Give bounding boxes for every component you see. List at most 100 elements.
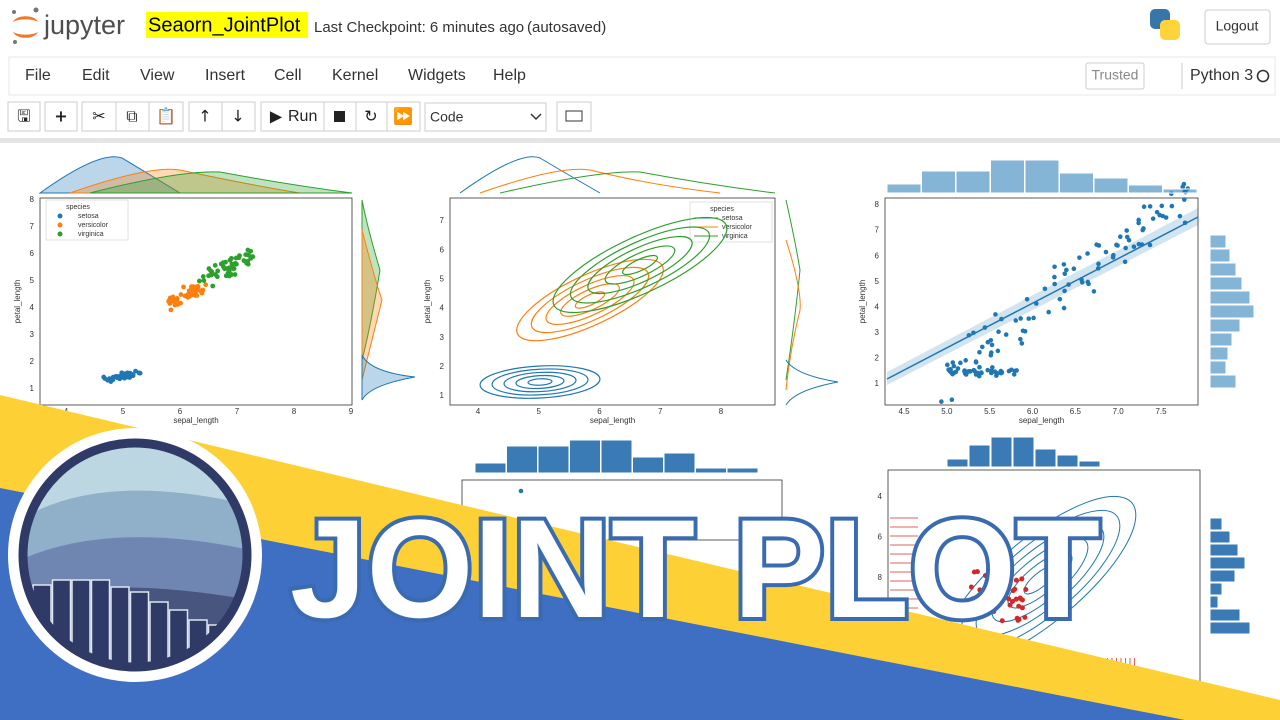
contour: [491, 368, 589, 396]
restart-icon: ↻: [364, 107, 377, 126]
scatter-dot: [1124, 228, 1130, 233]
up-button[interactable]: [188, 101, 223, 132]
scatter-dot: [227, 257, 233, 263]
scatter-dot: [1011, 372, 1017, 377]
scatter-dot: [1017, 595, 1023, 601]
hist-bar: [1056, 454, 1079, 468]
hist-bar: [1209, 517, 1223, 531]
scatter-dot: [175, 301, 181, 307]
logo-arc: [13, 16, 38, 22]
hist-bar: [1209, 582, 1223, 596]
menu-item[interactable]: Kernel: [332, 67, 378, 84]
scatter-dot: [1124, 234, 1130, 240]
scatter-dot: [958, 360, 963, 366]
hist-bar: [1012, 436, 1035, 468]
restart-run-button[interactable]: [386, 101, 421, 132]
hist-bar: [1209, 290, 1251, 305]
menu-item[interactable]: View: [140, 67, 175, 84]
x-tick-label: 5.0: [941, 407, 953, 416]
legend-label: virginica: [78, 231, 104, 238]
marginal-kde: [479, 168, 721, 194]
scatter-dot: [229, 264, 235, 270]
keyboard-button[interactable]: [556, 101, 592, 132]
restart-button[interactable]: [355, 101, 388, 132]
scatter-dot: [1000, 582, 1006, 588]
hist-bar: [1128, 184, 1163, 194]
logout-text[interactable]: Logout: [1216, 18, 1259, 34]
paste-icon: 📋: [156, 107, 176, 126]
copy-button[interactable]: [115, 101, 150, 132]
scatter-dot: [206, 273, 212, 279]
paste-button[interactable]: [148, 101, 184, 132]
menu-item[interactable]: File: [25, 67, 51, 84]
legend-marker: [57, 231, 63, 237]
hist-bar: [726, 467, 759, 474]
scatter-dot: [1023, 587, 1029, 593]
down-button[interactable]: [221, 101, 256, 132]
x-tick-label: 5.5: [984, 407, 996, 416]
hist-bar: [663, 452, 696, 474]
scatter-dot: [1096, 261, 1101, 267]
add-button[interactable]: [44, 101, 78, 132]
logo-bar: [129, 591, 150, 667]
scatter-dot: [999, 316, 1004, 322]
save-button[interactable]: [7, 101, 41, 132]
menu-item[interactable]: Help: [493, 67, 526, 84]
run-text[interactable]: Run: [288, 108, 317, 125]
contour: [479, 365, 601, 399]
hist-bar: [1162, 188, 1198, 194]
jupyter-logo[interactable]: jupyter: [12, 7, 125, 45]
scatter-dot: [1052, 264, 1057, 270]
hist-bar: [569, 439, 601, 474]
scatter-dot: [955, 366, 961, 371]
x-tick-label: 6: [597, 407, 602, 416]
scatter-dot: [168, 307, 174, 313]
cell-type[interactable]: Code: [430, 109, 464, 125]
scatter-dot: [1150, 216, 1156, 221]
menu-item[interactable]: Insert: [205, 67, 246, 84]
scatter-dot: [999, 618, 1005, 624]
scatter-dot: [1018, 336, 1023, 342]
scatter-dot: [950, 599, 956, 605]
contour: [560, 283, 620, 317]
scatter-dot: [214, 274, 220, 280]
y-tick-label: 8: [30, 195, 35, 204]
scatter-dot: [1169, 203, 1175, 209]
checkpoint: Last Checkpoint: 6 minutes ago: [314, 19, 524, 36]
scatter-dot: [243, 252, 249, 258]
trusted-box[interactable]: [1085, 62, 1145, 90]
hist-bar: [1209, 608, 1241, 622]
logout-button[interactable]: [1204, 9, 1271, 45]
run-button[interactable]: [260, 101, 325, 132]
x-axis-label: sepal_length: [1019, 416, 1064, 425]
logo-dot: [12, 10, 16, 14]
cell-type-select[interactable]: [424, 102, 547, 132]
scatter-dot: [108, 379, 114, 384]
menu-item[interactable]: Widgets: [408, 67, 466, 84]
scatter-dot: [977, 587, 983, 593]
scatter-dot: [1046, 309, 1051, 315]
scatter-dot: [999, 369, 1005, 375]
hist-bar: [632, 456, 664, 474]
scatter-dot: [1154, 209, 1160, 215]
hist-bar: [968, 444, 991, 468]
scatter-dot: [990, 365, 995, 370]
scatter-dot: [1052, 274, 1057, 280]
hist-bar: [1209, 374, 1237, 389]
menu-item[interactable]: Cell: [274, 67, 302, 84]
hist-bar: [1209, 304, 1255, 319]
menu-item[interactable]: Edit: [82, 67, 110, 84]
scatter-dot: [1062, 271, 1068, 277]
scatter-dot: [1009, 598, 1015, 604]
y-tick-label: 3: [875, 328, 880, 337]
scatter-dot: [130, 372, 136, 378]
kernel-name: Python 3: [1190, 67, 1253, 84]
contour: [516, 258, 664, 342]
scatter-dot: [970, 596, 976, 602]
plots: 4 5 6 7 8 9 1 2 3 4 5 6 7 8 sepal_length petal_length 4 5…: [13, 156, 1255, 691]
trusted[interactable]: Trusted: [1092, 67, 1139, 83]
scatter-dot: [234, 261, 239, 267]
notebook-name[interactable]: Seaorn_JointPlot: [148, 14, 301, 36]
scatter-dot: [1111, 252, 1116, 258]
scatter-dot: [966, 332, 972, 338]
